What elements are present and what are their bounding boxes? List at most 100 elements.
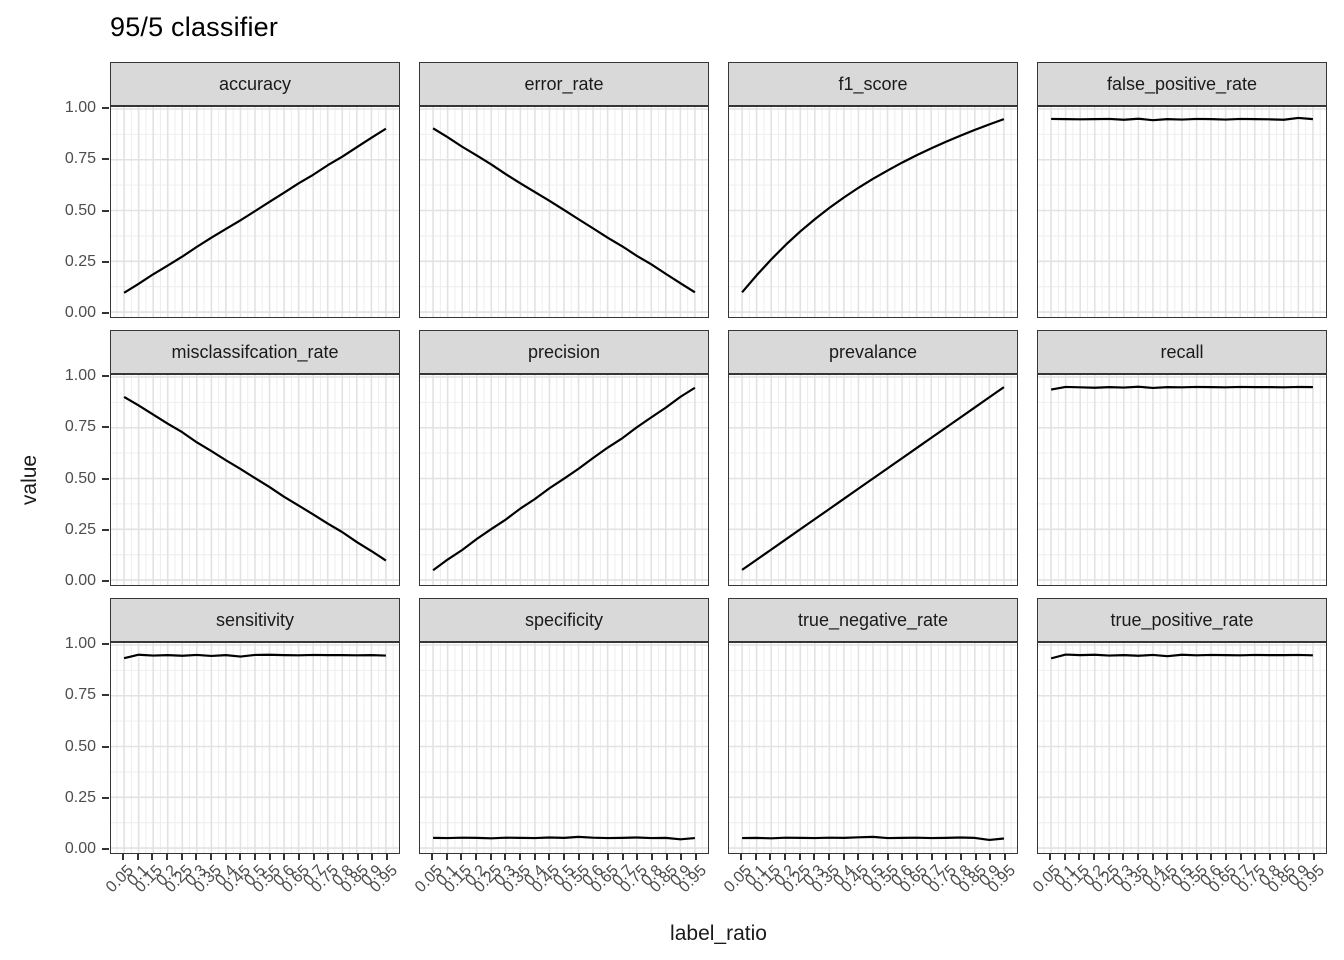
grid-lines-major xyxy=(1038,375,1326,585)
x-tick-mark xyxy=(592,854,595,860)
x-tick-mark xyxy=(1195,854,1198,860)
chart-title: 95/5 classifier xyxy=(110,12,279,42)
grid-lines-minor xyxy=(111,375,399,585)
data-line xyxy=(741,386,1005,571)
data-line xyxy=(741,118,1005,294)
facet-panel xyxy=(110,106,400,318)
x-tick-mark xyxy=(1107,854,1110,860)
x-tick-mark xyxy=(945,854,948,860)
facet-strip: f1_score xyxy=(728,62,1018,106)
x-tick-mark xyxy=(842,854,845,860)
x-tick-mark xyxy=(680,854,683,860)
y-tick-label: 0.75 xyxy=(64,418,96,436)
facet-strip: false_positive_rate xyxy=(1037,62,1327,106)
y-tick-mark xyxy=(102,260,109,263)
x-tick-mark xyxy=(901,854,904,860)
y-tick-mark xyxy=(102,209,109,212)
facet-strip-label: precision xyxy=(527,341,601,362)
grid-lines-major xyxy=(1038,107,1326,317)
grid-lines-minor xyxy=(420,643,708,853)
facet-strip: sensitivity xyxy=(110,598,400,642)
x-tick-mark xyxy=(665,854,668,860)
data-line xyxy=(432,127,696,294)
y-tick-mark xyxy=(102,158,109,161)
x-tick-mark xyxy=(606,854,609,860)
facet-strip-label: accuracy xyxy=(218,73,292,94)
y-tick-label: 1.00 xyxy=(64,99,96,116)
y-tick-label: 0.25 xyxy=(64,520,96,538)
x-tick-mark xyxy=(312,854,315,860)
x-tick-mark xyxy=(636,854,639,860)
facet-strip: error_rate xyxy=(419,62,709,106)
x-tick-mark xyxy=(136,854,139,860)
grid-lines-major xyxy=(729,643,1017,853)
x-tick-mark xyxy=(694,854,697,860)
x-tick-mark xyxy=(1122,854,1125,860)
facet-panel xyxy=(419,106,709,318)
grid-lines-major xyxy=(1038,643,1326,853)
y-tick-mark xyxy=(102,796,109,799)
x-tick-mark xyxy=(1312,854,1315,860)
grid-lines-major xyxy=(729,375,1017,585)
x-tick-mark xyxy=(166,854,169,860)
facet-panel xyxy=(1037,642,1327,854)
x-axis-title: label_ratio xyxy=(670,922,767,945)
x-tick-mark xyxy=(1268,854,1271,860)
facet-panel xyxy=(1037,106,1327,318)
facet-panel-canvas xyxy=(729,643,1017,853)
y-tick-mark xyxy=(102,477,109,480)
grid-lines-minor xyxy=(729,107,1017,317)
data-line xyxy=(1050,653,1313,660)
x-tick-mark xyxy=(356,854,359,860)
x-tick-mark xyxy=(930,854,933,860)
y-tick-mark xyxy=(102,694,109,697)
x-tick-mark xyxy=(489,854,492,860)
x-tick-mark xyxy=(813,854,816,860)
x-tick-mark xyxy=(431,854,434,860)
facet-panel-canvas xyxy=(420,375,708,585)
x-tick-mark xyxy=(195,854,198,860)
x-tick-mark xyxy=(210,854,213,860)
x-tick-mark xyxy=(1049,854,1052,860)
y-tick-label: 0.25 xyxy=(64,252,96,270)
x-tick-mark xyxy=(1151,854,1154,860)
x-tick-mark xyxy=(857,854,860,860)
y-tick-label: 0.50 xyxy=(64,737,96,755)
x-tick-mark xyxy=(460,854,463,860)
data-line xyxy=(742,835,1005,842)
facet-panel-canvas xyxy=(111,375,399,585)
x-tick-mark xyxy=(385,854,388,860)
y-tick-label: 0.50 xyxy=(64,201,96,219)
x-tick-mark xyxy=(1210,854,1213,860)
x-tick-mark xyxy=(621,854,624,860)
grid-lines-major xyxy=(111,375,399,585)
x-tick-mark xyxy=(1181,854,1183,860)
data-line xyxy=(1050,385,1313,391)
y-tick-mark xyxy=(102,107,109,109)
facet-strip: precision xyxy=(419,330,709,374)
x-tick-mark xyxy=(445,854,448,860)
x-tick-mark xyxy=(740,854,743,860)
x-tick-mark xyxy=(959,854,962,860)
y-tick-mark xyxy=(102,312,109,314)
facet-panel-canvas xyxy=(420,643,708,853)
y-tick-label: 1.00 xyxy=(64,635,96,652)
x-tick-mark xyxy=(577,854,580,860)
facet-panel-canvas xyxy=(420,107,708,317)
facet-strip-label: prevalance xyxy=(828,341,918,362)
x-tick-mark xyxy=(886,854,889,860)
x-tick-mark xyxy=(1003,854,1006,860)
x-tick-mark xyxy=(1298,854,1301,860)
y-tick-mark xyxy=(102,848,109,850)
x-tick-mark xyxy=(1239,854,1242,860)
x-tick-mark xyxy=(1166,854,1169,860)
facet-strip-label: error_rate xyxy=(524,73,604,94)
facet-panel-canvas xyxy=(1038,375,1326,585)
x-tick-mark xyxy=(122,854,125,860)
facet-strip: accuracy xyxy=(110,62,400,106)
y-tick-mark xyxy=(102,528,109,531)
x-tick-mark xyxy=(650,854,653,860)
facet-strip-label: misclassifcation_rate xyxy=(171,341,339,362)
x-tick-mark xyxy=(1063,854,1066,860)
facet-strip-label: false_positive_rate xyxy=(1106,73,1258,94)
